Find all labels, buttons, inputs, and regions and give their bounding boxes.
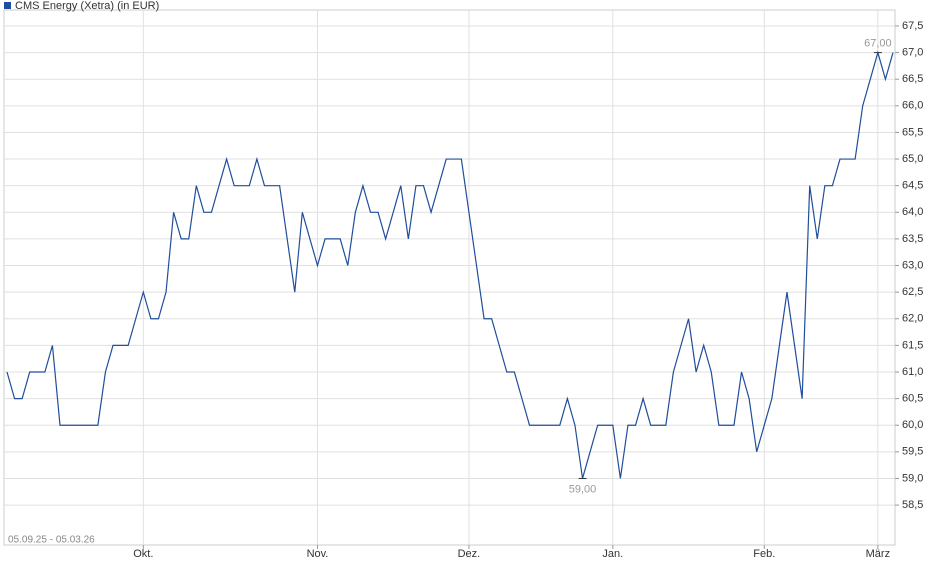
extreme-label: 59,00	[569, 483, 597, 495]
y-tick-label: 58,5	[902, 499, 923, 511]
y-tick-label: 62,5	[902, 286, 923, 298]
y-tick-label: 63,5	[902, 233, 923, 245]
y-tick-label: 67,0	[902, 46, 923, 58]
plot-frame	[3, 9, 896, 546]
grid	[4, 10, 895, 545]
y-tick-label: 59,0	[902, 472, 923, 484]
y-tick-label: 60,0	[902, 419, 923, 431]
y-tick-label: 65,0	[902, 153, 923, 165]
x-tick-label: Dez.	[458, 548, 481, 560]
y-tick-label: 60,5	[902, 393, 923, 405]
y-tick-label: 62,0	[902, 313, 923, 325]
x-tick-label: Jan.	[602, 548, 623, 560]
legend-swatch	[4, 2, 11, 9]
y-tick-label: 65,5	[902, 126, 923, 138]
y-tick-label: 61,5	[902, 339, 923, 351]
y-tick-label: 59,5	[902, 446, 923, 458]
x-tick-label: Nov.	[307, 548, 329, 560]
x-tick-label: Okt.	[133, 548, 153, 560]
date-range: 05.09.25 - 05.03.26	[8, 535, 95, 546]
price-line	[6, 50, 894, 479]
y-tick-label: 63,0	[902, 259, 923, 271]
y-tick-label: 66,5	[902, 73, 923, 85]
y-tick-label: 66,0	[902, 100, 923, 112]
extreme-label: 67,00	[864, 37, 892, 49]
x-tick-label: Feb.	[753, 548, 775, 560]
y-tick-label: 64,5	[902, 180, 923, 192]
x-tick-label: März	[866, 548, 890, 560]
y-tick-label: 67,5	[902, 20, 923, 32]
y-tick-label: 61,0	[902, 366, 923, 378]
y-tick-label: 64,0	[902, 206, 923, 218]
legend-label: CMS Energy (Xetra) (in EUR)	[15, 0, 159, 12]
